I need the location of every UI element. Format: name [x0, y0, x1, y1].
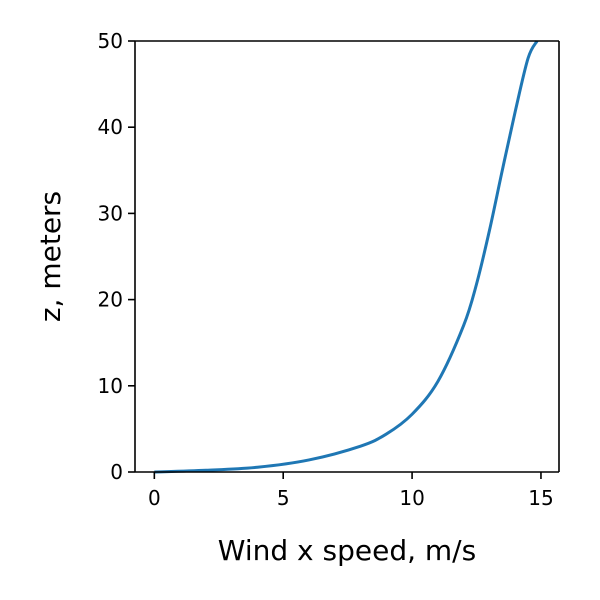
x-tick-label-2: 10	[399, 486, 424, 510]
x-axis-label: Wind x speed, m/s	[218, 534, 476, 567]
y-tick-label-1: 10	[98, 374, 123, 398]
series-layer	[154, 40, 539, 474]
tick-layer: 0 5 10 15 0 10 20 30 40 50	[98, 29, 554, 510]
y-tick-label-0: 0	[110, 460, 123, 484]
y-tick-label-5: 50	[98, 29, 123, 53]
y-axis-label: z, meters	[34, 191, 67, 322]
plot-area	[135, 41, 559, 472]
x-tick-label-0: 0	[148, 486, 161, 510]
y-tick-label-2: 20	[98, 288, 123, 312]
plot-background	[135, 41, 559, 472]
x-tick-label-1: 5	[277, 486, 290, 510]
axes	[134, 40, 560, 473]
y-tick-label-4: 40	[98, 115, 123, 139]
x-tick-label-3: 15	[528, 486, 553, 510]
series-line-0	[154, 40, 539, 474]
y-tick-label-3: 30	[98, 201, 123, 225]
